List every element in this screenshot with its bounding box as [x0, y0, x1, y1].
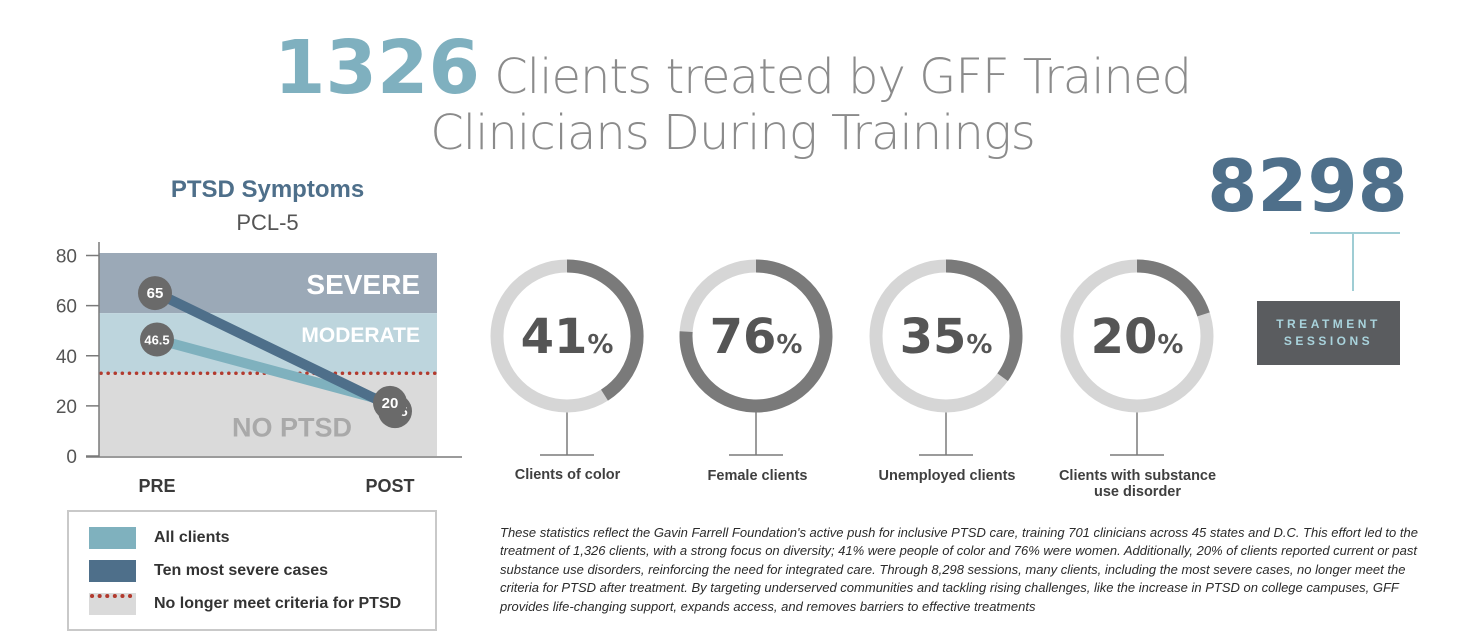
donut-arc-clients-with-substance-use-disorder — [1136, 259, 1210, 317]
legend-label-all-clients: All clients — [154, 529, 230, 546]
clients-text-line1: Clients treated by GFF Trained — [494, 49, 1192, 105]
donut-arc-unemployed-clients — [945, 259, 1023, 381]
headline-line-1: 1326 Clients treated by GFF Trained — [0, 31, 1465, 105]
donut-value-female-clients: 76% — [710, 309, 803, 365]
legend-item-all-clients: All clients — [89, 527, 230, 549]
band-label-severe: SEVERE — [306, 269, 420, 300]
donut-value-unit-clients-with-substance-use-disorder: % — [1157, 330, 1183, 360]
donut-value-number-female-clients: 76 — [710, 309, 777, 365]
donut-value-unit-unemployed-clients: % — [966, 330, 992, 360]
sessions-count: 8298 — [1207, 144, 1408, 228]
legend-swatch-no-ptsd — [89, 593, 136, 615]
y-tick-label-60: 60 — [56, 297, 77, 318]
ptsd-chart-subtitle: PCL-5 — [236, 210, 299, 235]
donut-value-number-clients-of-color: 41 — [521, 309, 588, 365]
clients-count: 1326 — [274, 25, 480, 111]
y-tick-label-80: 80 — [56, 247, 77, 268]
legend-label-severe-cases: Ten most severe cases — [154, 562, 329, 579]
y-tick-label-40: 40 — [56, 347, 77, 368]
y-tick-label-20: 20 — [56, 397, 77, 418]
donut-value-unit-clients-of-color: % — [587, 330, 613, 360]
legend-item-severe-cases: Ten most severe cases — [89, 560, 328, 582]
marker-severe-cases-post — [373, 385, 407, 420]
donut-value-clients-of-color: 41% — [521, 309, 614, 365]
marker-all-clients-pre — [140, 322, 174, 357]
sessions-label-line1: TREATMENT — [1276, 317, 1381, 331]
legend-label-no-ptsd: No longer meet criteria for PTSD — [154, 595, 402, 612]
footnote-paragraph: These statistics reflect the Gavin Farre… — [500, 525, 1418, 614]
donut-caption-unemployed-clients: Unemployed clients — [878, 468, 1016, 484]
legend-swatch-all-clients — [89, 527, 136, 549]
legend-swatch-severe-cases — [89, 560, 136, 582]
donut-value-number-unemployed-clients: 35 — [900, 309, 967, 365]
data-label-severe-cases-post: 20 — [382, 395, 399, 412]
headline: 1326 Clients treated by GFF Trained Clin… — [0, 31, 1465, 161]
sessions-label-box: TREATMENT SESSIONS — [1257, 301, 1400, 365]
donut-caption-female-clients: Female clients — [707, 468, 808, 484]
sessions-label-line2: SESSIONS — [1283, 334, 1374, 348]
data-label-severe-cases-pre: 65 — [147, 285, 164, 302]
donut-caption-substance-line2: use disorder — [1093, 484, 1182, 500]
donut-arc-clients-of-color — [566, 259, 644, 401]
clients-text-line2: Clinicians During Trainings — [430, 105, 1035, 161]
donut-value-number-clients-with-substance-use-disorder: 20 — [1091, 309, 1158, 365]
donut-value-unit-female-clients: % — [776, 330, 802, 360]
donut-caption-substance-use: Clients with substance use disorder — [1040, 468, 1235, 500]
band-label-no-ptsd: NO PTSD — [232, 413, 352, 443]
marker-severe-cases-pre — [138, 276, 172, 311]
donut-caption-substance-line1: Clients with substance — [1058, 468, 1217, 484]
donut-caption-clients-of-color: Clients of color — [514, 467, 621, 483]
band-label-moderate: MODERATE — [301, 324, 420, 347]
legend-threshold-dots — [90, 594, 136, 598]
sessions-connector-horizontal — [1310, 232, 1400, 234]
x-category-label-pre: PRE — [138, 476, 175, 496]
x-category-label-post: POST — [365, 476, 414, 496]
series-line-severe-cases — [152, 288, 395, 411]
data-label-all-clients-pre: 46.5 — [144, 332, 169, 347]
donut-value-unemployed-clients: 35% — [900, 309, 993, 365]
donut-value-clients-with-substance-use-disorder: 20% — [1091, 309, 1184, 365]
donut-arc-female-clients — [679, 259, 833, 413]
y-tick-label-0: 0 — [66, 447, 77, 468]
chart-legend: All clients Ten most severe cases No lon… — [67, 510, 437, 631]
sessions-connector-vertical — [1352, 233, 1354, 291]
legend-item-no-ptsd: No longer meet criteria for PTSD — [89, 593, 401, 615]
ptsd-chart-title: PTSD Symptoms — [170, 176, 365, 203]
